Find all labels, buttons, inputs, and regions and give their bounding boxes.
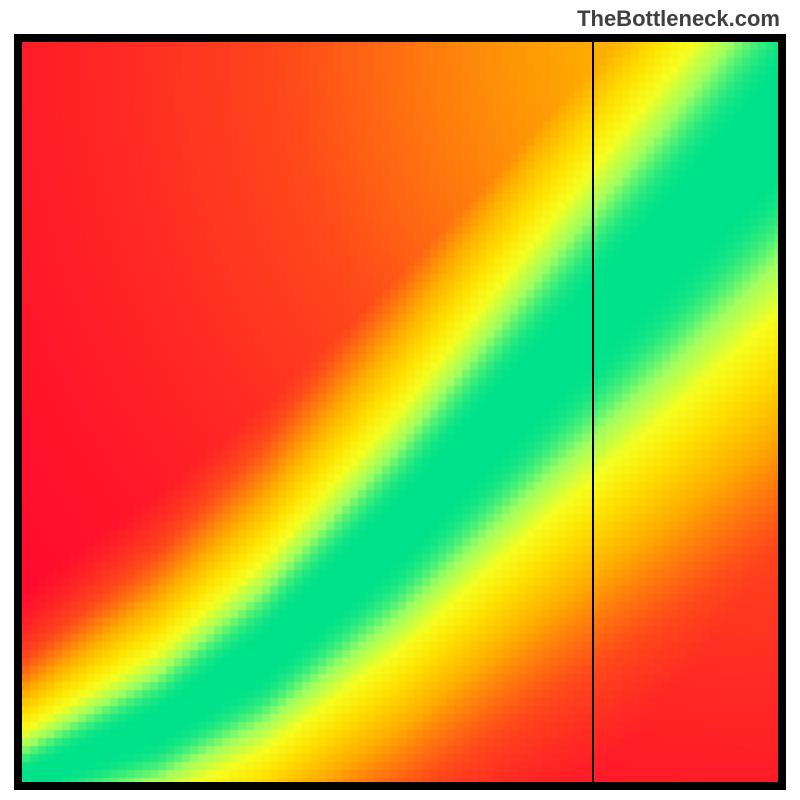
watermark-text: TheBottleneck.com — [577, 6, 780, 32]
vertical-marker-line — [592, 42, 594, 782]
heatmap-canvas — [22, 42, 778, 782]
root: TheBottleneck.com — [0, 0, 800, 800]
heatmap-area — [22, 42, 778, 782]
top-tick-marker — [589, 34, 597, 42]
chart-border — [14, 34, 786, 790]
